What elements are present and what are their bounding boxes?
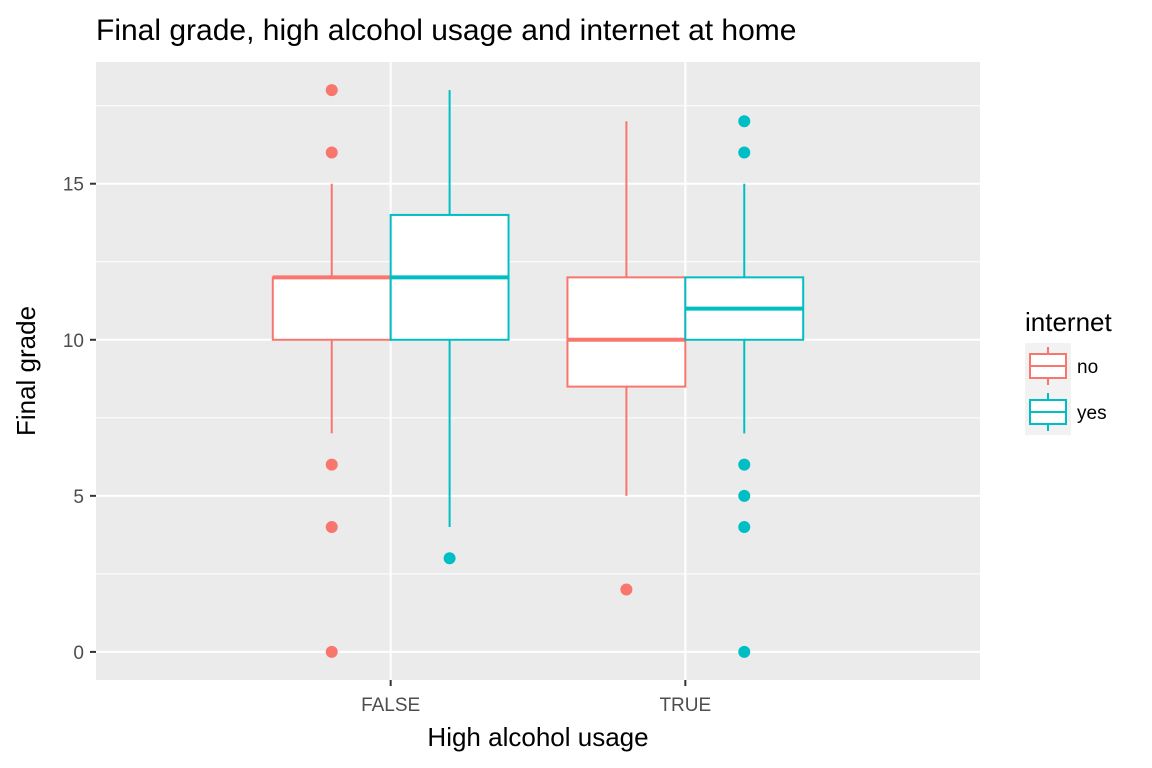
plot-panel	[96, 62, 980, 680]
legend-item-yes: yes	[1025, 389, 1107, 435]
outlier-point	[738, 146, 751, 159]
outlier-point	[325, 458, 338, 471]
box-yes-FALSE	[389, 90, 510, 565]
outlier-point	[738, 115, 751, 128]
box-layer	[271, 84, 805, 658]
outlier-point	[620, 583, 633, 596]
legend-title: internet	[1025, 307, 1112, 337]
minor-gridlines	[96, 105, 980, 575]
box-no-TRUE	[566, 121, 687, 596]
outlier-point	[738, 489, 751, 502]
legend-label: yes	[1077, 403, 1107, 424]
outlier-point	[325, 521, 338, 534]
outlier-point	[325, 146, 338, 159]
legend-label: no	[1077, 357, 1098, 378]
box-iqr	[271, 276, 392, 341]
y-axis: 0 5 10 15	[63, 175, 96, 664]
y-tick-label: 15	[63, 175, 84, 196]
x-tick-label: TRUE	[659, 695, 711, 716]
x-tick-label: FALSE	[361, 695, 420, 716]
y-tick-label: 5	[73, 487, 84, 508]
x-axis: FALSE TRUE	[361, 680, 711, 716]
major-gridlines	[96, 62, 980, 680]
y-tick-label: 0	[73, 643, 84, 664]
legend: internet no yes	[1025, 307, 1112, 435]
outlier-point	[325, 645, 338, 658]
x-axis-title: High alcohol usage	[427, 722, 648, 752]
outlier-point	[443, 552, 456, 565]
box-iqr	[566, 276, 687, 388]
outlier-point	[738, 521, 751, 534]
box-no-FALSE	[271, 84, 392, 658]
outlier-point	[325, 84, 338, 97]
y-axis-title: Final grade	[11, 306, 41, 436]
chart-title: Final grade, high alcohol usage and inte…	[96, 14, 796, 47]
legend-item-no: no	[1025, 343, 1098, 389]
y-tick-label: 10	[63, 331, 84, 352]
outlier-point	[738, 458, 751, 471]
box-yes-TRUE	[684, 115, 805, 658]
outlier-point	[738, 645, 751, 658]
